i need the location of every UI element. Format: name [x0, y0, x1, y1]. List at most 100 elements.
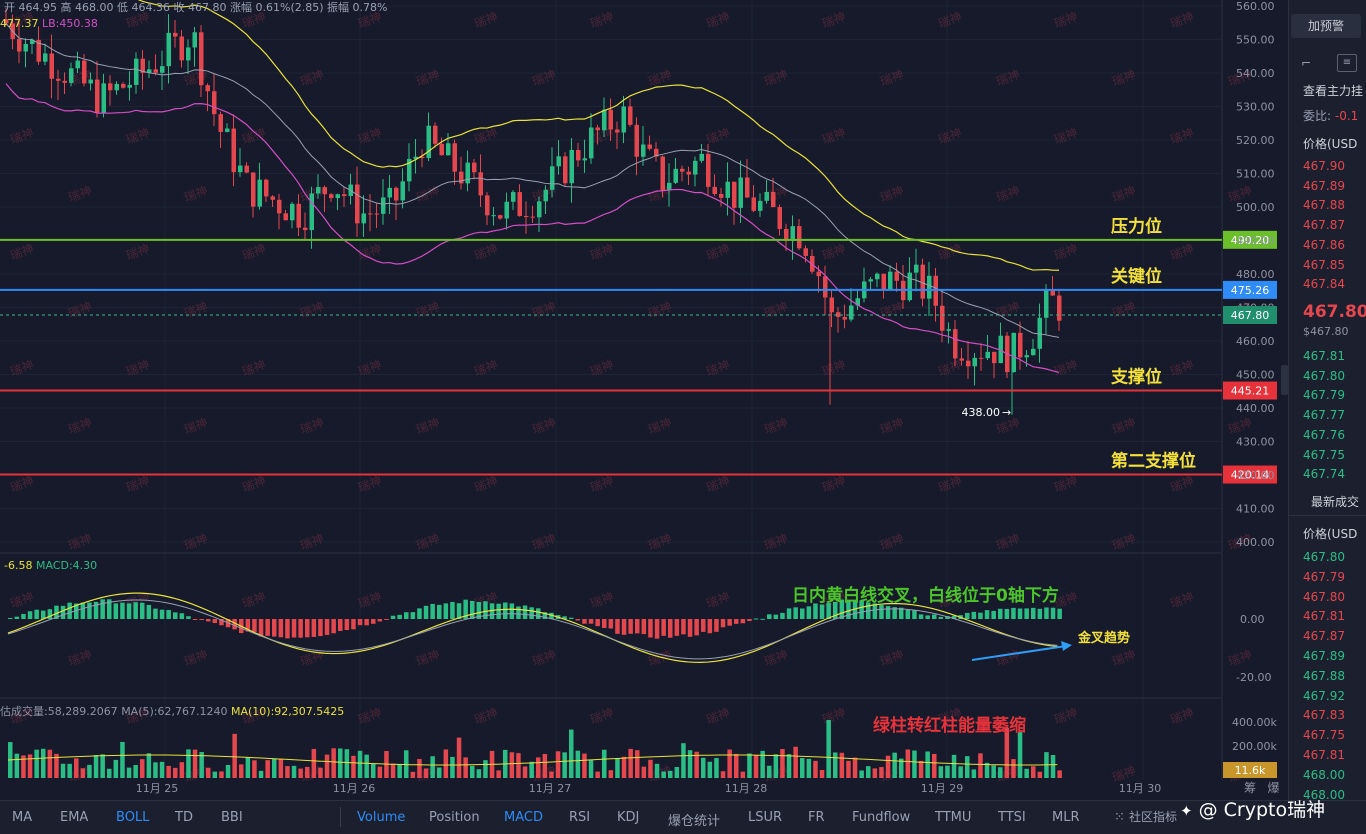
indicator-tab-bbi[interactable]: BBI	[221, 810, 243, 825]
bid-price[interactable]: 467.76	[1303, 427, 1345, 442]
candle-body	[459, 171, 464, 184]
ask-price[interactable]: 467.88	[1303, 198, 1345, 213]
watermark: 瑞神	[1110, 183, 1137, 204]
watermark: 瑞神	[124, 473, 151, 494]
indicator-tab-rsi[interactable]: RSI	[569, 810, 591, 825]
layout-icon[interactable]: ≡	[1337, 54, 1357, 72]
volume-annotation: 绿柱转红柱能量萎缩	[873, 715, 1026, 736]
watermark: 瑞神	[530, 67, 557, 88]
volume-bar	[437, 767, 442, 778]
macd-panel	[7, 592, 1062, 663]
indicator-tab-ema[interactable]: EMA	[60, 810, 89, 825]
volume-bar	[1057, 770, 1062, 778]
volume-bar	[450, 756, 455, 778]
date-axis-label: 11月 25	[136, 782, 179, 795]
candle-body	[244, 165, 249, 173]
watermark: 瑞神	[1052, 705, 1079, 726]
candle-body	[36, 39, 41, 62]
volume-bar	[199, 752, 204, 778]
macd-histogram-bar	[740, 619, 746, 624]
candle-body	[855, 298, 860, 306]
boll-upper-line	[137, 0, 1060, 271]
price-axis-label: 460.00	[1236, 335, 1275, 348]
watermark: 瑞神	[704, 357, 731, 378]
volume-bar	[113, 759, 119, 778]
bid-price[interactable]: 467.74	[1303, 467, 1345, 482]
macd-histogram-bar	[179, 613, 185, 619]
indicator-tab-[interactable]: 爆仓统计	[668, 814, 721, 829]
indicator-tab-volume[interactable]: Volume	[357, 810, 406, 825]
macd-histogram-bar	[727, 619, 732, 626]
low-label: 低	[117, 1, 128, 14]
indicator-tab-mlr[interactable]: MLR	[1052, 810, 1080, 825]
watermark: 瑞神	[936, 357, 963, 378]
bid-price[interactable]: 467.80	[1303, 368, 1345, 383]
ask-price[interactable]: 467.85	[1303, 257, 1345, 272]
watermark: 瑞神	[878, 183, 905, 204]
bid-price[interactable]: 467.75	[1303, 447, 1345, 462]
watermark: 瑞神	[240, 357, 267, 378]
level-label: 关键位	[1111, 266, 1162, 287]
macd-histogram-bar	[351, 619, 356, 630]
macd-histogram-bar	[219, 619, 224, 626]
volume-bar	[978, 753, 983, 778]
indicator-tab-ttsi[interactable]: TTSI	[998, 810, 1026, 825]
candle-body	[582, 158, 587, 161]
ask-price[interactable]: 467.86	[1303, 237, 1345, 252]
bid-price[interactable]: 467.81	[1303, 349, 1345, 363]
candle-body	[842, 316, 847, 320]
candle-body	[563, 156, 568, 184]
indicator-tab-ttmu[interactable]: TTMU	[935, 810, 972, 825]
ask-price[interactable]: 467.89	[1303, 178, 1345, 193]
indicator-tab-kdj[interactable]: KDJ	[617, 810, 640, 825]
indicator-tab-fr[interactable]: FR	[808, 810, 825, 825]
chip-label[interactable]: 筹	[1244, 781, 1257, 795]
volume-bar	[159, 761, 165, 778]
date-axis-label: 11月 27	[529, 782, 572, 795]
trade-price: 467.92	[1303, 688, 1345, 703]
latest-trades-tab[interactable]: 最新成交	[1311, 495, 1360, 509]
community-indicators-tab[interactable]: ⁙ 社区指标	[1114, 808, 1177, 825]
bid-price[interactable]: 467.77	[1303, 408, 1345, 423]
chart-collapse-handle[interactable]	[1281, 365, 1288, 395]
indicator-tab-lsur[interactable]: LSUR	[748, 810, 783, 825]
candle-body	[368, 213, 373, 215]
watermark: 瑞神	[414, 531, 441, 552]
candle-body	[381, 197, 386, 214]
volume-bar	[998, 767, 1003, 778]
trade-price: 467.81	[1303, 609, 1345, 624]
liquidation-label[interactable]: 爆	[1267, 781, 1280, 795]
volume-bar	[602, 749, 607, 778]
macd-histogram-bar	[186, 616, 191, 619]
volume-bar	[278, 758, 284, 778]
volume-bar	[800, 758, 805, 778]
indicator-tab-ma[interactable]: MA	[12, 810, 33, 825]
indicator-tab-fundflow[interactable]: Fundflow	[852, 810, 911, 825]
macd-histogram-bar	[192, 619, 198, 620]
indicator-tab-td[interactable]: TD	[175, 810, 193, 825]
macd-histogram-bar	[575, 619, 581, 621]
candle-body	[121, 83, 126, 88]
macd-histogram-bar	[390, 615, 396, 619]
watermark: 瑞神	[1226, 647, 1253, 668]
indicator-tab-position[interactable]: Position	[429, 810, 480, 825]
watermark: 瑞神	[994, 647, 1021, 668]
open-value: 464.95	[18, 1, 58, 14]
ask-price[interactable]: 467.87	[1303, 218, 1345, 233]
ask-price[interactable]: 467.90	[1303, 159, 1345, 173]
candle-body	[251, 172, 256, 207]
candle-body	[686, 171, 691, 175]
ask-price[interactable]: 467.84	[1303, 277, 1345, 292]
alert-button[interactable]: 加预警	[1291, 14, 1361, 38]
volume-bar	[1004, 728, 1010, 778]
indicator-tab-boll[interactable]: BOLL	[116, 810, 150, 825]
indicator-tab-macd[interactable]: MACD	[504, 810, 543, 825]
link-icon[interactable]: ⌐	[1301, 56, 1312, 70]
candle-body	[940, 305, 945, 331]
bid-price[interactable]: 467.79	[1303, 388, 1345, 403]
main-force-link[interactable]: 查看主力挂	[1303, 84, 1364, 98]
price-axis-label: 400.00	[1236, 536, 1275, 549]
candle-body	[797, 226, 802, 249]
chart-area[interactable]: 瑞神 瑞神 瑞神 瑞神 瑞神 瑞神 瑞神 瑞神 瑞神 瑞神 瑞神 瑞神 瑞神 瑞神 瑞神 瑞神 瑞神 瑞神 瑞神 瑞神…	[0, 0, 1288, 800]
